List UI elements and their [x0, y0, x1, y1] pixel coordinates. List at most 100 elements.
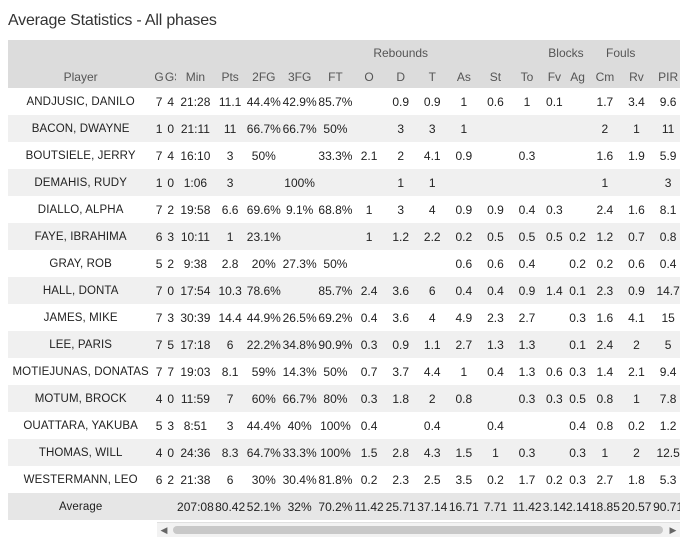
stat-cell-st: 0.6 — [479, 88, 512, 115]
stat-cell-ft — [317, 169, 354, 196]
player-name[interactable]: BACON, DWAYNE — [8, 115, 154, 142]
group-header-blocks: Blocks — [542, 40, 590, 66]
stat-cell-min: 17:18 — [176, 331, 215, 358]
stat-cell-g: 5 — [153, 250, 165, 277]
stat-cell-ft: 50% — [317, 115, 354, 142]
player-name[interactable]: FAYE, IBRAHIMA — [8, 223, 154, 250]
column-header-min[interactable]: Min — [176, 66, 215, 88]
average-cell-d: 25.71 — [384, 493, 417, 520]
scroll-left-arrow-icon[interactable]: ◀ — [160, 525, 168, 535]
column-header-cm[interactable]: Cm — [589, 66, 621, 88]
stat-cell-d: 1.2 — [384, 223, 417, 250]
column-header-gs[interactable]: GS — [164, 66, 177, 88]
stat-cell-to: 0.4 — [511, 250, 543, 277]
stat-cell-cm: 1 — [589, 439, 621, 466]
stat-cell-ag: 0.2 — [565, 223, 590, 250]
column-header-t[interactable]: T — [416, 66, 449, 88]
table-row: MOTIEJUNAS, DONATAS 7 7 19:03 8.1 59% 14.3% 50%… — [8, 358, 680, 385]
stat-cell-min: 21:38 — [176, 466, 215, 493]
player-name[interactable]: OUATTARA, YAKUBA — [8, 412, 154, 439]
stat-cell-pir: 5 — [652, 331, 680, 358]
stat-cell-3fg: 34.8% — [281, 331, 318, 358]
average-cell-to: 11.42 — [511, 493, 543, 520]
column-header-pts[interactable]: Pts — [214, 66, 246, 88]
stat-cell-o: 0.4 — [353, 412, 385, 439]
stat-cell-ft: 33.3% — [317, 142, 354, 169]
stat-cell-3fg: 66.7% — [281, 385, 318, 412]
column-header-3fg[interactable]: 3FG — [281, 66, 318, 88]
stat-cell-as: 0.9 — [448, 196, 480, 223]
stat-cell-to: 1 — [511, 88, 543, 115]
column-header-to[interactable]: To — [511, 66, 543, 88]
stat-cell-t: 1 — [416, 169, 449, 196]
stat-cell-3fg: 30.4% — [281, 466, 318, 493]
stat-cell-2fg — [245, 169, 282, 196]
table-row: OUATTARA, YAKUBA 5 3 8:51 3 44.4% 40% 100% 0.4 0.… — [8, 412, 680, 439]
stat-cell-pts: 3 — [214, 412, 246, 439]
stats-table-container[interactable]: Rebounds Blocks Fouls PlayerGGSMinPts2FG… — [8, 40, 680, 522]
average-cell-min: 207:08 — [176, 493, 215, 520]
stat-cell-min: 24:36 — [176, 439, 215, 466]
stat-cell-rv: 1.8 — [620, 466, 653, 493]
stat-cell-st: 0.4 — [479, 412, 512, 439]
stat-cell-3fg: 66.7% — [281, 115, 318, 142]
scrollbar-thumb[interactable] — [173, 526, 663, 534]
stat-cell-st: 0.4 — [479, 277, 512, 304]
stat-cell-d: 3.6 — [384, 277, 417, 304]
stat-cell-as: 1 — [448, 115, 480, 142]
stat-cell-gs: 2 — [164, 250, 177, 277]
stat-cell-gs: 2 — [164, 466, 177, 493]
stat-cell-2fg: 44.4% — [245, 412, 282, 439]
column-header-rv[interactable]: Rv — [620, 66, 653, 88]
stat-cell-cm: 0.2 — [589, 250, 621, 277]
page-title: Average Statistics - All phases — [8, 12, 217, 29]
horizontal-scrollbar[interactable]: ◀ ▶ — [157, 522, 680, 537]
stat-cell-d — [384, 250, 417, 277]
player-name[interactable]: DEMAHIS, RUDY — [8, 169, 154, 196]
column-header-st[interactable]: St — [479, 66, 512, 88]
column-header-ag[interactable]: Ag — [565, 66, 590, 88]
player-name[interactable]: ANDJUSIC, DANILO — [8, 88, 154, 115]
column-header-o[interactable]: O — [353, 66, 385, 88]
stat-cell-pts: 3 — [214, 169, 246, 196]
player-name[interactable]: MOTIEJUNAS, DONATAS — [8, 358, 154, 385]
stat-cell-d: 3 — [384, 115, 417, 142]
column-header-as[interactable]: As — [448, 66, 480, 88]
player-name[interactable]: WESTERMANN, LEO — [8, 466, 154, 493]
stat-cell-ag: 0.2 — [565, 250, 590, 277]
player-name[interactable]: LEE, PARIS — [8, 331, 154, 358]
player-name[interactable]: MOTUM, BROCK — [8, 385, 154, 412]
stat-cell-pts: 6 — [214, 331, 246, 358]
player-name[interactable]: HALL, DONTA — [8, 277, 154, 304]
player-name[interactable]: BOUTSIELE, JERRY — [8, 142, 154, 169]
column-header-d[interactable]: D — [384, 66, 417, 88]
stat-cell-as: 0.8 — [448, 385, 480, 412]
average-cell-t: 37.14 — [416, 493, 449, 520]
stat-cell-d: 2.8 — [384, 439, 417, 466]
player-name[interactable]: THOMAS, WILL — [8, 439, 154, 466]
average-row: Average 207:08 80.42 52.1% 32% 70.2% 11.42 25.7… — [8, 493, 680, 520]
stat-cell-fv: 0.2 — [542, 466, 566, 493]
stat-cell-pir: 8.1 — [652, 196, 680, 223]
column-header-2fg[interactable]: 2FG — [245, 66, 282, 88]
scroll-right-arrow-icon[interactable]: ▶ — [669, 525, 677, 535]
average-cell-rv: 20.57 — [620, 493, 653, 520]
player-name[interactable]: DIALLO, ALPHA — [8, 196, 154, 223]
stat-cell-cm: 1.4 — [589, 358, 621, 385]
column-header-pir[interactable]: PIR — [652, 66, 680, 88]
stat-cell-d: 2 — [384, 142, 417, 169]
stat-cell-st: 0.2 — [479, 466, 512, 493]
stat-cell-pts: 7 — [214, 385, 246, 412]
column-header-fv[interactable]: Fv — [542, 66, 566, 88]
stat-cell-pts: 8.1 — [214, 358, 246, 385]
average-cell-pir: 90.71 — [652, 493, 680, 520]
average-label: Average — [8, 493, 154, 520]
column-header-g[interactable]: G — [153, 66, 165, 88]
table-row: HALL, DONTA 7 0 17:54 10.3 78.6% 85.7% 2.4 3.6 6 0… — [8, 277, 680, 304]
stat-cell-min: 30:39 — [176, 304, 215, 331]
column-header-ft[interactable]: FT — [317, 66, 354, 88]
column-header-player[interactable]: Player — [8, 66, 154, 88]
player-name[interactable]: JAMES, MIKE — [8, 304, 154, 331]
player-name[interactable]: GRAY, ROB — [8, 250, 154, 277]
stat-cell-min: 16:10 — [176, 142, 215, 169]
